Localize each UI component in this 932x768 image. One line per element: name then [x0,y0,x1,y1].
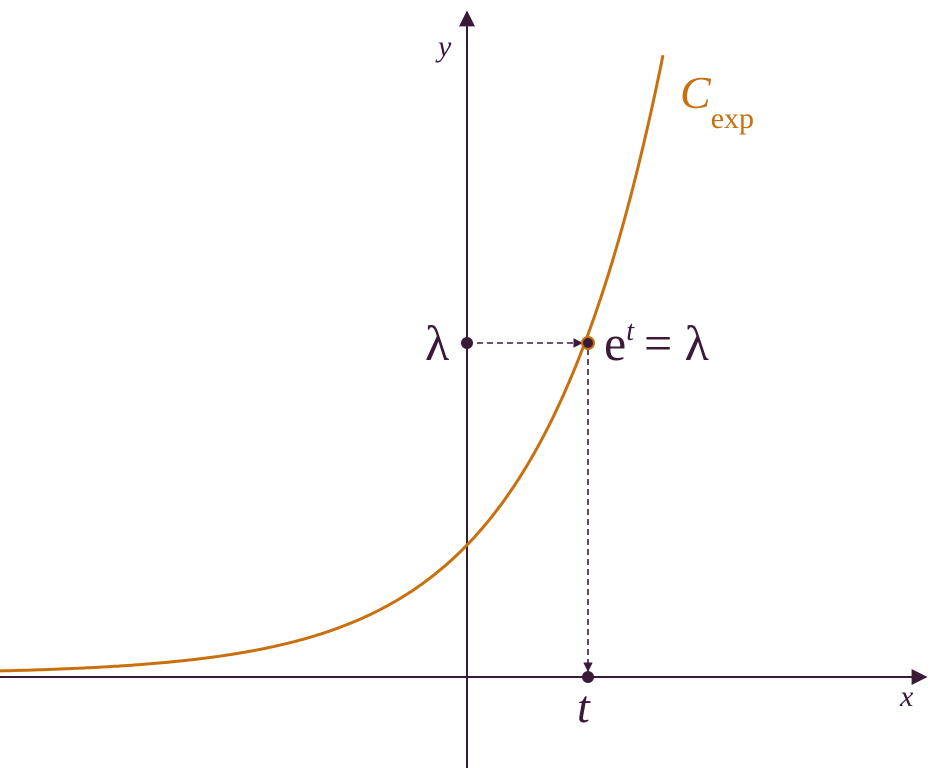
t-label: t [577,681,591,732]
equation-label: et = λ [604,315,709,371]
y-axis-label: y [435,30,452,63]
x-axis-label: x [899,680,914,713]
curve-label-main: C [680,67,712,118]
equation-exponent: t [626,316,635,347]
curve-label: Cexp [680,67,754,135]
exp-curve [0,54,665,673]
equation-base: e [604,315,626,371]
curve-point [581,336,595,350]
lambda-label: λ [425,315,449,371]
lambda-point [461,337,473,349]
curve-label-sub: exp [711,102,754,135]
equation-rest: = λ [644,315,709,371]
t-point [582,671,594,683]
